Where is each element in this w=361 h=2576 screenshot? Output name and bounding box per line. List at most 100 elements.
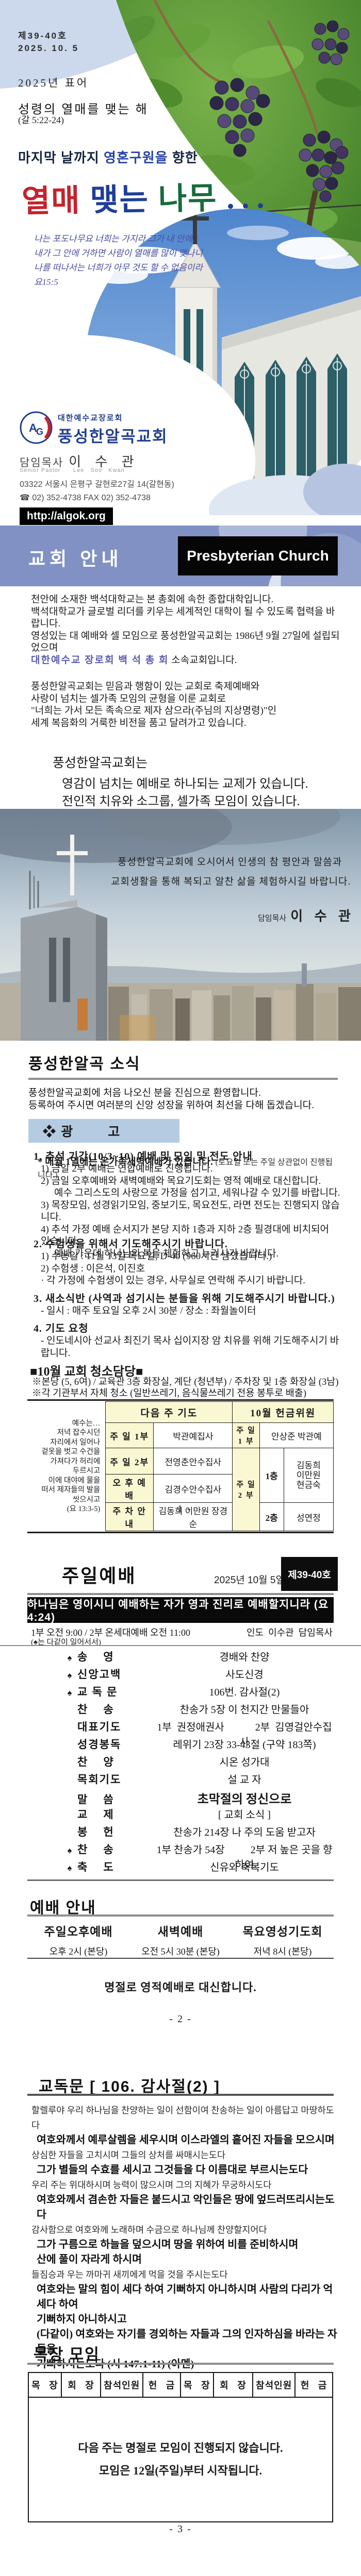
item-label: 찬 송 <box>77 1843 114 1856</box>
duty-table: 예수는… 저녁 잡수시던 자리에서 일어나 겉옷을 벗고 수건을 가져다가 허리… <box>27 1401 334 1531</box>
about-feature: 전인적 치유와 소그룹, 셀가족 모임이 있습니다. <box>62 795 300 808</box>
block-line: - 일시 : 매주 토요일 오후 2시 30분 / 장소 : 좌월놀이터 <box>41 1306 256 1316</box>
church-logo: A G <box>20 411 53 444</box>
reading-line: 기뻐하지 아니하시고 <box>37 2314 127 2325</box>
divider <box>28 1078 338 1080</box>
worship-item: 성경봉독 레위기 23장 33-43절 (구약 183쪽) <box>62 1736 334 1754</box>
cover-headline: 마지막 날까지 영혼구원을 향한 <box>18 147 198 166</box>
reading-line: 여호와께서 예루살렘을 세우시며 이스라엘의 흩어진 자들을 모으시며 <box>37 2134 335 2146</box>
item-value: [ 교회 소식 ] <box>218 1809 271 1821</box>
reading-line: 들짐승과 우는 까마귀 새끼에게 먹을 것을 주시는도다 <box>31 2269 228 2280</box>
worship-order: ♠ 송 영 경배와 찬양 ♠ 신앙고백 사도신경 ♠ 교 독 문 106번. 감사절(2) … <box>62 1649 334 1876</box>
worship-item: ♠ 교 독 문 106번. 감사절(2) <box>62 1684 334 1701</box>
address: 03322 서울시 은평구 갈현로27길 14(갈현동) <box>20 480 174 489</box>
guide-time: 저녁 8시 (본당) <box>253 1946 312 1957</box>
motto-label: 2025년 표어 <box>18 77 89 89</box>
news-block-3: 3. 새소식반 (사역과 섬기시는 분들을 위해 기도해주시기 바랍니다.) -… <box>34 1290 340 1317</box>
cover-title-calligraphy: 열매 맺는 나무... <box>21 172 281 222</box>
worship-banner: 하나님은 영이시니 예배하는 자가 영과 진리로 예배할지니라 (요 4:24) <box>27 1597 334 1623</box>
cover-art <box>0 0 361 515</box>
mokjang-header: 회 장 <box>212 2372 254 2398</box>
duty-row-name: 김동희 이만원 장경순 <box>153 1502 233 1531</box>
sig-name: 이 수 관 <box>290 909 355 924</box>
about-p2-line: 풍성한알곡교회는 믿음과 행함이 있는 교회로 축제예배와 <box>31 681 260 692</box>
duty-floor: 1층 <box>259 1448 284 1503</box>
block-line: 3) 목장모임, 성경읽기모임, 중보기도, 목요전도, 라면 전도는 진행되지… <box>41 1199 340 1223</box>
reading-line: (다같이) 여호와는 자기를 경외하는 자들과 그의 인자하심을 바라는 자들을 <box>37 2329 337 2355</box>
block-line: 1) 수능일 : 11월 13일 목요일, D-40 (960시간 남았습니다.… <box>41 1251 272 1262</box>
divider <box>27 2363 334 2365</box>
mokjang-notice-cell: 다음 주는 명절로 모임이 진행되지 않습니다. 모임은 12일(주일)부터 시… <box>28 2397 333 2522</box>
about-p1-line: 백석대학교가 글로벌 리더를 키우는 세계적인 대학이 될 수 있도록 협력을 … <box>31 606 335 630</box>
about-feature: 영감이 넘치는 예배로 하나되는 교제가 있습니다. <box>62 777 308 791</box>
about-p2-line: 사랑이 넘치는 셀가족 모임의 균형을 이룬 교회로 <box>31 693 226 704</box>
about-p1-line: 대한예수교 장로회 백 석 총 회 소속교회입니다. <box>31 654 340 667</box>
item-value: 1부 찬송가 54장 2부 저 높은 곳을 향하여 <box>156 1844 333 1871</box>
divider <box>27 1593 334 1595</box>
mokjang-header: 헌 금 <box>294 2372 333 2398</box>
welcome-line1: 풍성한알곡교회에 처음 나오신 분을 진심으로 환영합니다. <box>28 1088 261 1098</box>
item-label: 찬 송 <box>77 1703 114 1716</box>
mokjang-header: 회 장 <box>60 2372 102 2398</box>
reading-line: 여호와께서 겸손한 자들은 붙드시고 악인들은 땅에 엎드러뜨리시는도다 <box>37 2194 335 2221</box>
denomination-blue: 대한예수교 장로회 백 석 총 회 <box>31 654 169 666</box>
about-p1-line: 영성있는 대 예배와 셀 모임으로 풍성한알곡교회는 1986년 9월 27일에… <box>31 630 340 654</box>
spade-icon: ♠ <box>67 1671 72 1680</box>
divider <box>27 1914 334 1917</box>
headline-prefix: 마지막 날까지 <box>18 150 104 165</box>
duty-row-name: 전영춘안수집사 <box>153 1448 233 1475</box>
divider <box>27 2094 334 2096</box>
item-value: 시온 성가대 <box>219 1757 270 1768</box>
church-tower <box>21 835 107 1041</box>
item-value: 찬송가 214장 나 주의 도움 받고자 <box>173 1827 316 1838</box>
title-dots: ... <box>226 180 272 215</box>
mokjang-table: 목 장 회 장 참석인원 헌 금 목 장 회 장 참석인원 헌 금 다음 주는 … <box>28 2372 333 2522</box>
worship-leader: 인도 이수관 담임목사 <box>246 1628 333 1638</box>
title-word-green: 나무 <box>158 181 218 216</box>
guide-col: 새벽예배 오전 5시 30분 (본당) <box>129 1922 232 1958</box>
svg-text:G: G <box>36 427 43 437</box>
worship-item: 교 제 [ 교회 소식 ] <box>62 1806 334 1824</box>
svg-text:A: A <box>29 421 37 434</box>
reading-title: 교독문 [ 106. 감사절(2) ] <box>39 2078 220 2095</box>
worship-item: 봉 헌 찬송가 214장 나 주의 도움 받고자 <box>62 1824 334 1841</box>
item-label: 송 영 <box>77 1651 114 1663</box>
item-value: 설 교 자 <box>227 1774 261 1786</box>
mokjang-notice1: 다음 주는 명절로 모임이 진행되지 않습니다. <box>78 2442 283 2454</box>
sermon-title: 초막절의 정신으로 <box>197 1793 292 1806</box>
presbyterian-church-box: Presbyterian Church <box>178 536 338 575</box>
item-label: 신앙고백 <box>77 1668 122 1681</box>
pastor-label: 담임목사 <box>20 457 64 469</box>
worship-item: 말 씀 초막절의 정신으로 <box>62 1789 334 1806</box>
item-label: 목회기도 <box>77 1773 122 1786</box>
reading-line: 그가 구름으로 하늘을 덮으시며 땅을 위하여 비를 준비하시며 <box>37 2239 299 2250</box>
item-label: 축 도 <box>77 1861 114 1873</box>
item-label: 봉 헌 <box>77 1826 114 1838</box>
pastor-en: Senior Pastor Lee Soo Kwan <box>20 467 125 473</box>
sig-label: 담임목사 <box>258 914 287 923</box>
guide-time: 오후 2시 (본당) <box>49 1946 108 1957</box>
reading-lines: 할렐루야 우리 하나님을 찬양하는 일이 선함이여 찬송하는 일이 아름답고 마… <box>28 2103 338 2372</box>
item-value: 찬송가 5장 이 천지간 만물들아 <box>179 1704 309 1716</box>
worship-item: ♠ 축 도 신유와 축복기도 <box>62 1859 334 1876</box>
duty-right-names: 안상준 박관예 <box>259 1422 334 1448</box>
worship-date: 2025년 10월 5일 <box>214 1575 285 1586</box>
duty-floor: 2층 <box>259 1502 284 1531</box>
cross-icon <box>70 835 74 895</box>
news-title: 풍성한알곡 소식 <box>28 1056 141 1073</box>
spade-icon: ♠ <box>67 1846 72 1855</box>
guide-service: 새벽예배 <box>157 1925 204 1938</box>
guide-service: 주일오후예배 <box>44 1925 113 1938</box>
item-value: 신유와 축복기도 <box>210 1862 279 1873</box>
headline-suffix: 향한 <box>168 150 198 165</box>
block-line: - 인도네시아 선교사 최진기 목사 십이지장 암 치유를 위해 기도해주시기 … <box>41 1335 339 1359</box>
duty-header-right: 10월 헌금위원 <box>232 1401 334 1423</box>
news-block-4: 4. 기도 요청 - 인도네시아 선교사 최진기 목사 십이지장 암 치유를 위… <box>34 1320 340 1359</box>
divider <box>27 1958 334 1959</box>
reading-line: 우리 주는 위대하시며 능력이 많으시며 그의 지혜가 무궁하시도다 <box>31 2180 272 2190</box>
mokjang-header: 참석인원 <box>100 2372 144 2398</box>
city-skyline <box>108 963 361 1041</box>
reading-line: 할렐루야 우리 하나님을 찬양하는 일이 선함이여 찬송하는 일이 아름답고 마… <box>31 2105 334 2130</box>
block-line: 2) 금일 오후예배와 새벽예배와 목요기도회는 영적 예배로 대신합니다. <box>41 1175 321 1187</box>
